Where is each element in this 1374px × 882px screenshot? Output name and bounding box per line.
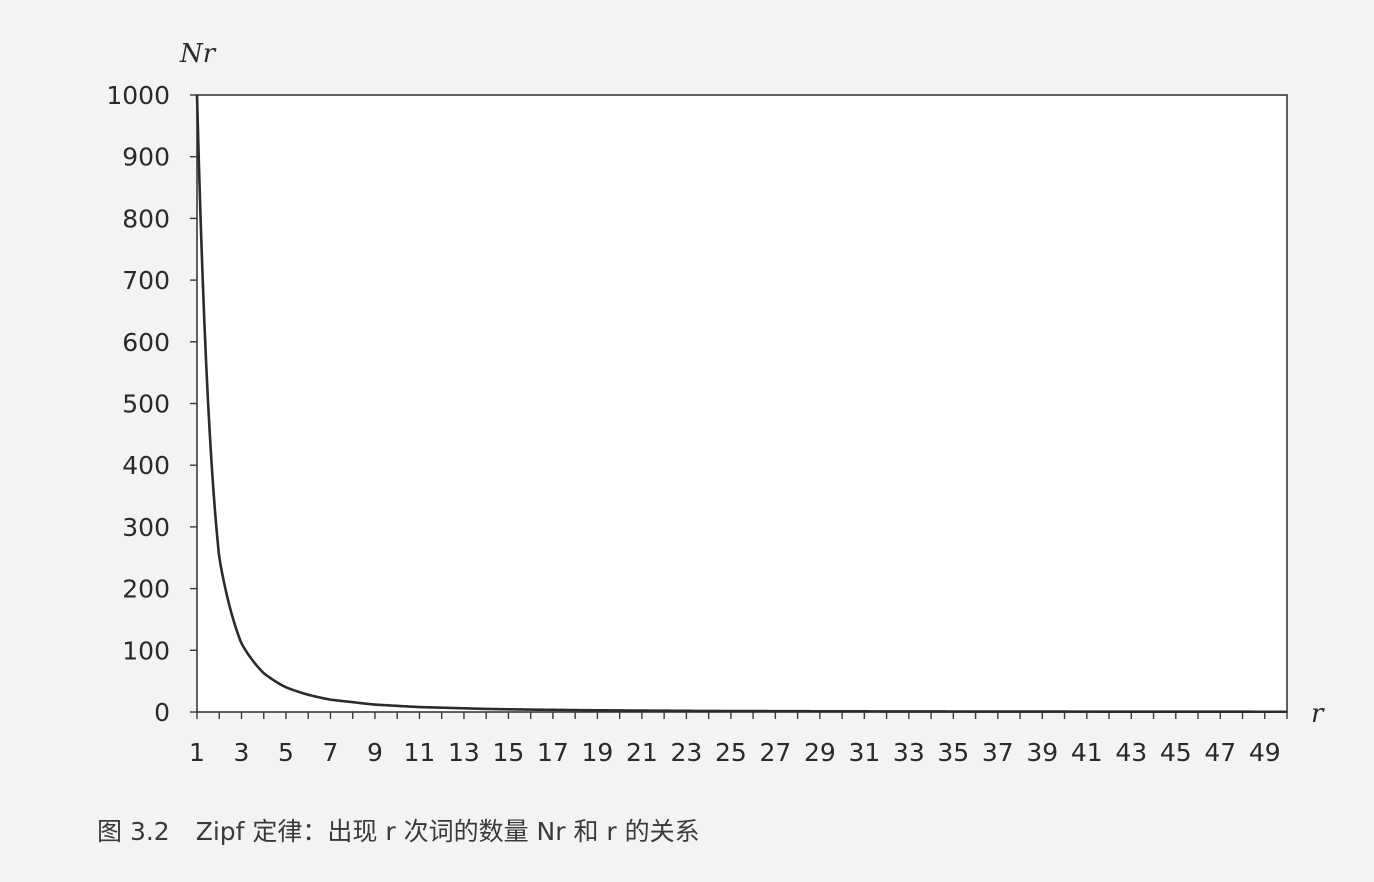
- x-tick-label: 15: [493, 738, 525, 767]
- caption-text: Zipf 定律：出现 r 次词的数量 Nr 和 r 的关系: [195, 817, 700, 846]
- y-tick-label: 500: [122, 390, 170, 419]
- y-axis-label: Nr: [179, 39, 217, 69]
- y-axis: 0 100 200 300 400 500 600 700 800 900 1000: [106, 81, 197, 727]
- y-tick-label: 200: [122, 575, 170, 604]
- x-tick-label: 31: [848, 738, 880, 767]
- y-tick-label: 400: [122, 451, 170, 480]
- x-tick-label: 49: [1249, 738, 1281, 767]
- y-tick-label: 900: [122, 143, 170, 172]
- x-tick-label: 11: [404, 738, 436, 767]
- x-tick-label: 29: [804, 738, 836, 767]
- x-tick-label: 25: [715, 738, 747, 767]
- x-tick-label: 39: [1026, 738, 1058, 767]
- x-tick-label: 33: [893, 738, 925, 767]
- y-tick-label: 0: [154, 698, 170, 727]
- x-tick-label: 3: [234, 738, 250, 767]
- y-tick-label: 1000: [106, 81, 170, 110]
- series-line-0: [195, 94, 1287, 714]
- x-tick-label: 23: [670, 738, 702, 767]
- x-tick-label: 21: [626, 738, 658, 767]
- figure-caption: 图 3.2 Zipf 定律：出现 r 次词的数量 Nr 和 r 的关系: [97, 812, 700, 848]
- x-tick-label: 7: [323, 738, 339, 767]
- x-tick-label: 37: [982, 738, 1014, 767]
- series-layer: [195, 94, 1287, 714]
- y-tick-label: 300: [122, 513, 170, 542]
- x-tick-label: 19: [582, 738, 614, 767]
- y-tick-label: 600: [122, 328, 170, 357]
- x-tick-label: 9: [367, 738, 383, 767]
- y-tick-label: 800: [122, 204, 170, 233]
- x-tick-label: 5: [278, 738, 294, 767]
- x-tick-label: 45: [1160, 738, 1192, 767]
- x-tick-label: 41: [1071, 738, 1103, 767]
- x-axis-label: r: [1311, 699, 1325, 729]
- axis-labels: Nr r: [179, 39, 1325, 729]
- x-axis: 1 3 5 7 9 11 13 15 17 19 21 23 25 27 29 31 33 35 37 39 41 43 4…: [189, 712, 1288, 767]
- x-tick-label: 13: [448, 738, 480, 767]
- plot-frame: [196, 94, 1288, 713]
- x-tick-label: 47: [1204, 738, 1236, 767]
- x-tick-label: 35: [937, 738, 969, 767]
- plot-area: [196, 94, 1288, 713]
- x-tick-label: 27: [759, 738, 791, 767]
- y-tick-label: 700: [122, 266, 170, 295]
- x-tick-label: 17: [537, 738, 569, 767]
- x-tick-label: 43: [1115, 738, 1147, 767]
- x-tick-label: 1: [189, 738, 205, 767]
- caption-number: 图 3.2: [97, 817, 170, 846]
- y-tick-label: 100: [122, 636, 170, 665]
